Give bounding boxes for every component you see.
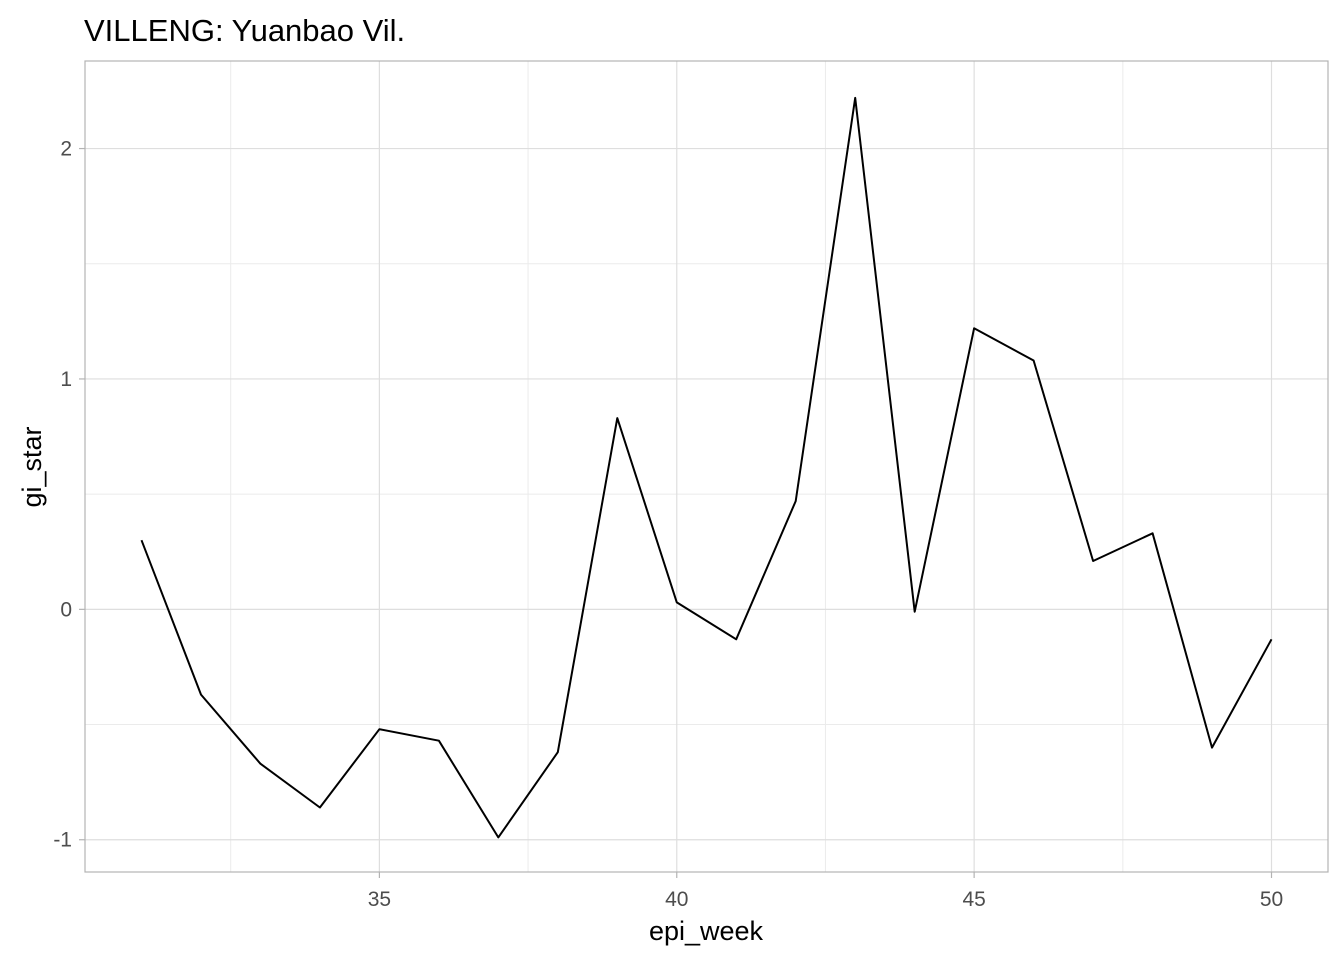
panel-border bbox=[84, 60, 1329, 873]
grid bbox=[85, 61, 1328, 872]
y-axis-ticks: -1 0 1 2 bbox=[53, 138, 85, 852]
x-tick-label: 35 bbox=[368, 888, 391, 911]
chart-title: VILLENG: Yuanbao Vil. bbox=[84, 13, 405, 48]
y-tick-label: 2 bbox=[60, 138, 72, 161]
series-line bbox=[140, 96, 1273, 839]
x-tick-label: 50 bbox=[1260, 888, 1283, 911]
y-tick-label: 0 bbox=[60, 598, 72, 621]
x-tick-label: 45 bbox=[962, 888, 985, 911]
x-axis-ticks: 35 40 45 50 bbox=[368, 872, 1283, 911]
y-tick-label: -1 bbox=[53, 829, 72, 852]
y-axis-title: gi_star bbox=[17, 426, 47, 507]
y-tick-label: 1 bbox=[60, 368, 72, 391]
series-layer bbox=[140, 96, 1273, 839]
x-axis-title: epi_week bbox=[649, 916, 764, 946]
x-tick-label: 40 bbox=[665, 888, 688, 911]
